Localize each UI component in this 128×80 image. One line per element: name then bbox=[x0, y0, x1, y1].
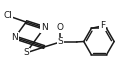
Text: S: S bbox=[23, 48, 29, 57]
Text: Cl: Cl bbox=[3, 11, 12, 20]
Text: O: O bbox=[57, 23, 64, 32]
Text: N: N bbox=[12, 33, 18, 42]
Text: S: S bbox=[57, 37, 63, 46]
Text: N: N bbox=[41, 23, 48, 32]
Text: F: F bbox=[100, 21, 105, 30]
